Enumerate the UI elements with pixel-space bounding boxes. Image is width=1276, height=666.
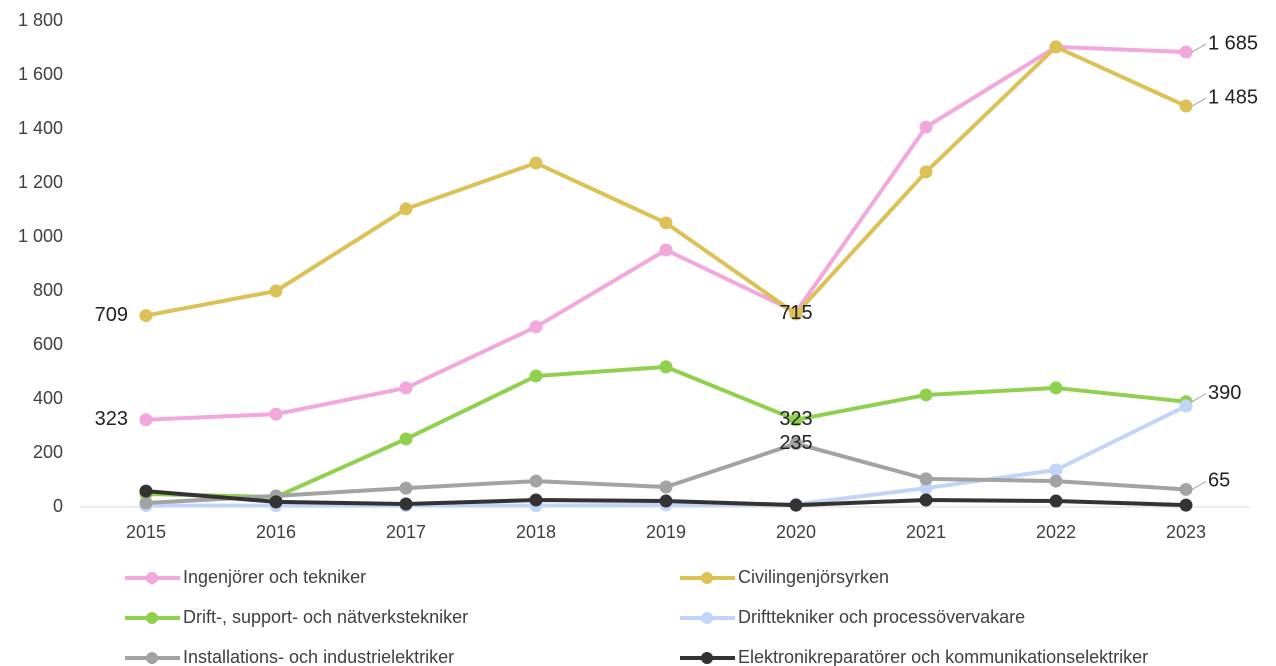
y-tick-label: 1 200: [18, 172, 63, 192]
data-point: [789, 498, 803, 512]
x-tick-label: 2017: [386, 522, 426, 542]
data-point: [789, 307, 803, 321]
data-point: [1179, 498, 1193, 512]
legend-label: Ingenjörer och tekniker: [183, 567, 366, 587]
x-tick-label: 2016: [256, 522, 296, 542]
x-tick-label: 2015: [126, 522, 166, 542]
data-point: [659, 243, 673, 257]
data-point: [529, 493, 543, 507]
x-tick-label: 2023: [1166, 522, 1206, 542]
y-tick-label: 0: [53, 496, 63, 516]
data-point: [1179, 482, 1193, 496]
legend-marker: [701, 652, 713, 664]
x-tick-label: 2022: [1036, 522, 1076, 542]
leader-line: [1191, 393, 1207, 403]
legend-label: Elektronikreparatörer och kommunikations…: [738, 647, 1148, 666]
data-point: [1179, 399, 1193, 413]
data-point: [919, 165, 933, 179]
data-point: [1049, 381, 1063, 395]
y-tick-label: 800: [33, 280, 63, 300]
y-tick-label: 1 600: [18, 64, 63, 84]
x-tick-label: 2018: [516, 522, 556, 542]
data-label: 323: [779, 408, 812, 430]
data-point: [139, 309, 153, 323]
data-point: [1049, 494, 1063, 508]
data-point: [1049, 40, 1063, 54]
data-point: [789, 413, 803, 427]
x-tick-label: 2019: [646, 522, 686, 542]
series-line: [145, 364, 1187, 500]
series-line: [145, 44, 1187, 318]
data-point: [529, 156, 543, 170]
data-point: [269, 284, 283, 298]
y-tick-label: 200: [33, 442, 63, 462]
x-tick-label: 2020: [776, 522, 816, 542]
data-point: [529, 474, 543, 488]
data-point: [659, 216, 673, 230]
data-point: [919, 493, 933, 507]
leader-line: [1191, 481, 1207, 490]
legend-label: Drifttekniker och processövervakare: [738, 607, 1025, 627]
legend-label: Installations- och industrielektriker: [183, 647, 454, 666]
data-label: 709: [95, 304, 128, 326]
data-point: [529, 320, 543, 334]
data-point: [1049, 474, 1063, 488]
legend-marker: [146, 612, 158, 624]
legend-marker: [701, 612, 713, 624]
legend-label: Civilingenjörsyrken: [738, 567, 889, 587]
data-point: [919, 472, 933, 486]
data-label: 1 485: [1208, 86, 1258, 108]
data-point: [139, 484, 153, 498]
leader-line: [1191, 97, 1207, 107]
data-point: [269, 495, 283, 509]
legend-marker: [146, 652, 158, 664]
data-label: 323: [95, 408, 128, 430]
data-point: [659, 494, 673, 508]
y-tick-label: 1 000: [18, 226, 63, 246]
data-label: 235: [779, 432, 812, 454]
data-point: [529, 369, 543, 383]
legend-marker: [146, 572, 158, 584]
data-label: 1 685: [1208, 32, 1258, 54]
data-point: [919, 388, 933, 402]
data-point: [919, 120, 933, 134]
data-point: [1049, 463, 1063, 477]
data-point: [399, 381, 413, 395]
data-point: [919, 481, 933, 495]
y-tick-label: 400: [33, 388, 63, 408]
data-label: 715: [779, 302, 812, 324]
data-point: [399, 497, 413, 511]
data-label: 65: [1208, 470, 1230, 492]
data-point: [399, 481, 413, 495]
y-tick-label: 1 800: [18, 10, 63, 30]
data-point: [399, 202, 413, 216]
data-label: 390: [1208, 382, 1241, 404]
data-point: [789, 437, 803, 451]
data-point: [1179, 99, 1193, 113]
legend-label: Drift-, support- och nätverkstekniker: [183, 607, 468, 627]
data-point: [659, 360, 673, 374]
data-point: [139, 413, 153, 427]
y-tick-label: 1 400: [18, 118, 63, 138]
data-point: [659, 480, 673, 494]
data-point: [139, 496, 153, 510]
data-point: [399, 432, 413, 446]
y-tick-label: 600: [33, 334, 63, 354]
legend-marker: [701, 572, 713, 584]
data-point: [269, 407, 283, 421]
x-tick-label: 2021: [906, 522, 946, 542]
leader-line: [1191, 43, 1207, 53]
data-point: [1179, 45, 1193, 59]
